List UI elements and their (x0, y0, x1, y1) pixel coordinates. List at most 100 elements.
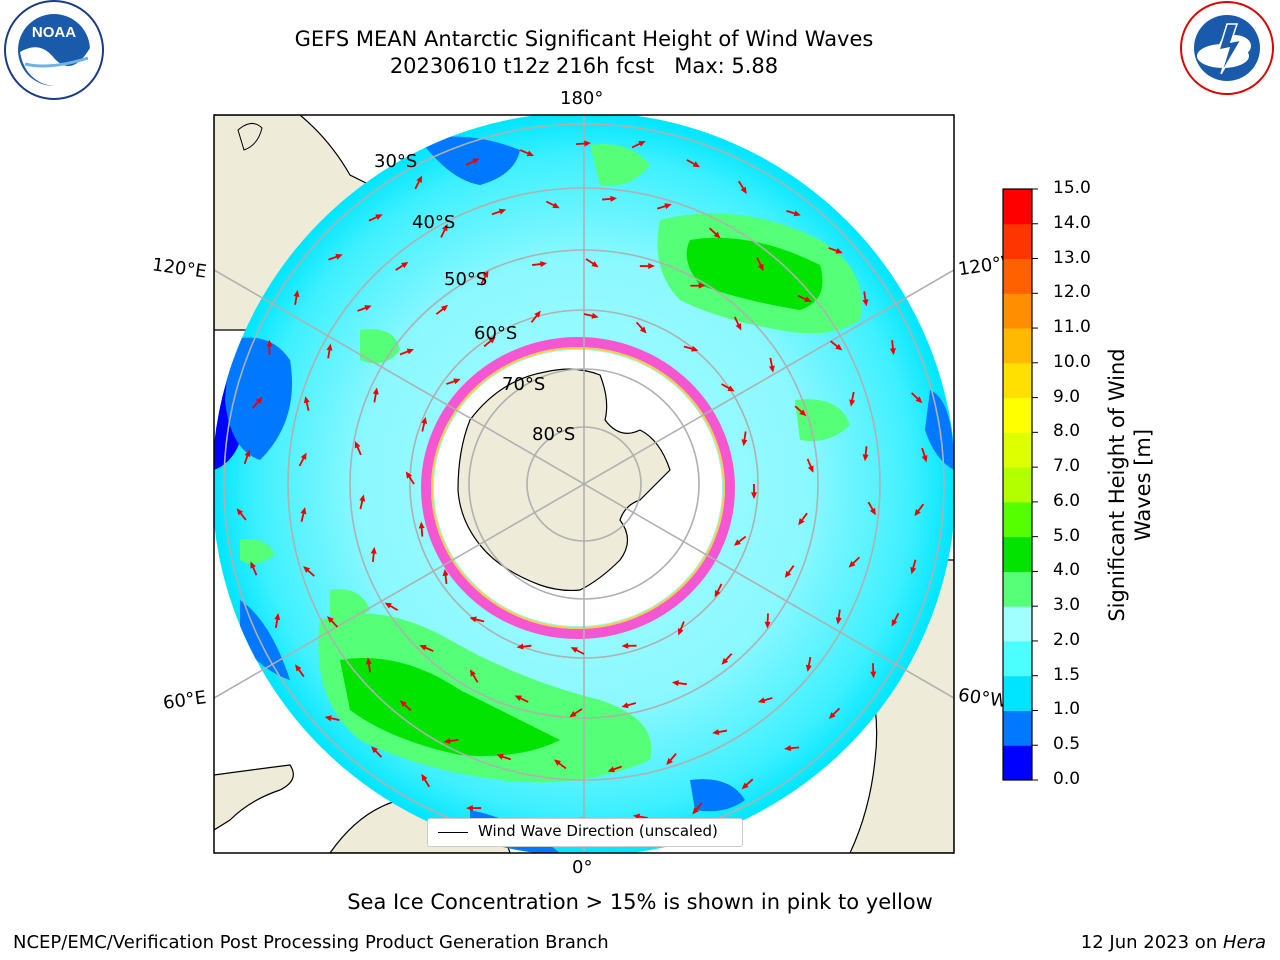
wind-arrow-head (405, 471, 412, 479)
wind-arrow-head (488, 336, 496, 344)
wind-arrow-head (244, 449, 251, 457)
wind-arrow-head (664, 203, 672, 210)
nws-logo (1180, 1, 1274, 95)
footer-credit: NCEP/EMC/Verification Post Processing Pr… (13, 932, 609, 953)
wind-arrow-head (714, 589, 721, 598)
colorbar-tick-label: 7.0 (1053, 456, 1081, 477)
wind-arrow-head (713, 231, 721, 239)
wind-arrow-head (359, 494, 366, 502)
wind-arrow-head (799, 409, 807, 417)
wind-arrow-head (416, 175, 423, 183)
wind-arrow-head (848, 560, 856, 568)
wind-arrow-head (496, 753, 504, 760)
footer-date-text: 12 Jun 2023 on (1080, 932, 1223, 953)
wind-arrow-head (768, 365, 775, 373)
wind-arrow-head (401, 261, 409, 269)
wind-arrow-head (498, 208, 507, 215)
colorbar-cell (1003, 328, 1032, 364)
wind-arrow-head (727, 385, 735, 392)
wind-arrow-head (784, 745, 792, 752)
wind-arrow-head (419, 645, 427, 651)
wind-arrow-head (891, 619, 898, 627)
wind-arrow-head (399, 700, 407, 707)
noaa-logo: NOAA (4, 0, 104, 100)
colorbar-tick-label: 1.5 (1053, 664, 1081, 685)
lat-label-50: 50°S (444, 269, 488, 290)
wind-arrow-head (639, 326, 647, 334)
wind-arrow-head (671, 680, 679, 687)
map-legend: Wind Wave Direction (unscaled) (427, 818, 743, 847)
wind-arrow-head (300, 452, 307, 460)
lon-label-180: 180° (560, 88, 604, 109)
wind-arrow-head (757, 697, 766, 704)
wind-arrow-head (514, 695, 522, 702)
wind-arrow-head (751, 492, 757, 499)
africa-land (214, 764, 294, 831)
wind-arrow-head (324, 715, 332, 722)
wind-arrow-head (293, 289, 300, 298)
wind-arrow-head (621, 702, 629, 709)
colorbar-tick-label: 8.0 (1053, 421, 1081, 442)
wind-arrow-head (835, 343, 843, 351)
chart-subtitle: 20230610 t12z 216h fcst Max: 5.88 (389, 54, 779, 78)
wind-arrow-head (849, 399, 856, 407)
wind-arrow-head (835, 617, 842, 625)
wind-arrow-head (712, 729, 720, 735)
wind-arrow-head (692, 161, 700, 168)
wind-arrow-head (638, 140, 646, 147)
colorbar-tick-label: 15.0 (1053, 178, 1091, 198)
wind-arrow-head (584, 140, 592, 147)
colorbar-cell (1003, 606, 1032, 642)
noaa-logo-text: NOAA (32, 24, 76, 41)
wind-arrow-head (534, 310, 541, 318)
colorbar-tick-label: 3.0 (1053, 595, 1081, 616)
colorbar-cell (1003, 536, 1032, 572)
wind-arrow-head (516, 643, 524, 650)
wind-arrow-head (764, 621, 771, 629)
wind-arrow-head (526, 150, 534, 157)
colorbar-cell (1003, 293, 1032, 329)
colorbar-tick-label: 1.0 (1053, 699, 1081, 720)
wind-arrow-head (274, 613, 281, 621)
wind-arrow-head (372, 387, 379, 395)
wind-arrow-head (371, 746, 378, 754)
colorbar-tick-label: 6.0 (1053, 490, 1081, 511)
lat-label-70: 70°S (502, 374, 546, 395)
colorbar-cell (1003, 675, 1032, 711)
wind-arrow-head (442, 569, 449, 576)
wind-arrow-head (889, 348, 896, 356)
colorbar-tick-label: 11.0 (1053, 317, 1091, 338)
lon-label-0: 0° (572, 857, 593, 878)
wind-arrow-head (335, 254, 343, 260)
wind-arrow-head (798, 518, 805, 526)
legend-label: Wind Wave Direction (unscaled) (478, 822, 718, 840)
lat-label-80: 80°S (532, 424, 576, 445)
madagascar-land (237, 123, 263, 151)
colorbar-tick-label: 10.0 (1053, 351, 1091, 372)
wind-arrow-head (869, 507, 876, 516)
wind-arrow-head (733, 539, 741, 546)
colorbar-tick-label: 0.5 (1053, 734, 1081, 755)
lat-label-40: 40°S (412, 212, 456, 233)
wind-arrow-head (553, 759, 562, 766)
wind-arrow-head (607, 766, 615, 773)
colorbar-cell (1003, 501, 1032, 538)
wind-arrow-head (808, 465, 814, 473)
colorbar-cell (1003, 467, 1032, 503)
wind-arrow-head (828, 712, 836, 719)
wind-arrow-head (569, 711, 577, 718)
wind-arrow-head (384, 602, 392, 609)
wind-arrow-head (295, 664, 302, 672)
wind-arrow-head (570, 647, 578, 653)
wind-arrow-head (862, 454, 869, 462)
wind-arrow-head (482, 270, 489, 278)
wind-arrow-head (757, 263, 764, 272)
wind-arrow-head (469, 669, 476, 677)
legend-line-swatch (438, 832, 468, 833)
colorbar-tick-label: 2.0 (1053, 629, 1081, 650)
wind-arrow-head (236, 508, 244, 516)
wind-arrow-head (326, 343, 333, 351)
wind-arrow-head (466, 805, 473, 812)
